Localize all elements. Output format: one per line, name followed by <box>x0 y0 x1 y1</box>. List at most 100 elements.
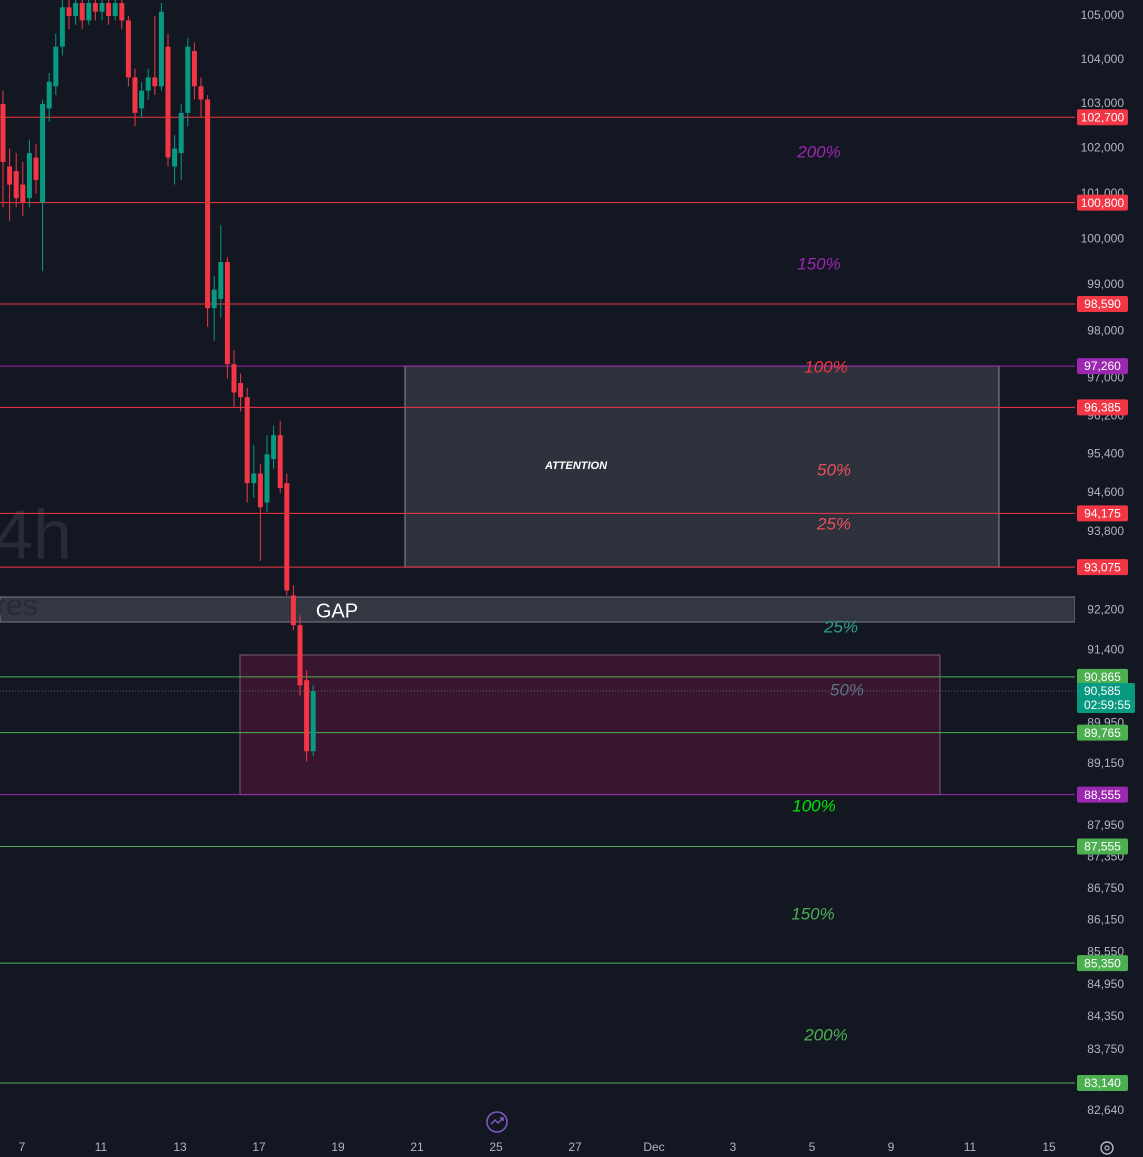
y-tick-label: 99,000 <box>1087 277 1124 291</box>
x-tick-label: 7 <box>19 1140 26 1154</box>
demand-zone <box>239 654 941 796</box>
x-tick-label: 3 <box>730 1140 737 1154</box>
level-label-box <box>1077 109 1128 126</box>
candle-body <box>224 261 230 365</box>
level-label-box <box>1077 668 1128 685</box>
y-tick-label: 102,000 <box>1081 141 1125 155</box>
candle-body <box>297 625 303 686</box>
replay-icon[interactable] <box>486 1111 508 1133</box>
x-tick-label: 13 <box>173 1140 187 1154</box>
candle-body <box>46 81 52 109</box>
candle-body <box>53 46 59 87</box>
price-axis: 105,000104,000103,000102,000101,000100,0… <box>1075 0 1143 1157</box>
level-label: 89,765 <box>1084 726 1121 740</box>
level-label: 98,590 <box>1084 297 1121 311</box>
level-label-box <box>1077 505 1128 522</box>
y-tick-label: 95,400 <box>1087 446 1124 460</box>
level-label-box <box>1077 724 1128 741</box>
candle-body <box>86 3 92 21</box>
level-label-box <box>1077 838 1128 855</box>
level-label: 88,555 <box>1084 788 1121 802</box>
fib-label: 100% <box>792 796 835 815</box>
level-label-box <box>1077 786 1128 803</box>
y-tick-label: 98,000 <box>1087 324 1124 338</box>
y-tick-label: 93,800 <box>1087 524 1124 538</box>
levels <box>0 116 1075 1084</box>
candle-body <box>106 3 112 17</box>
level-label: 97,260 <box>1084 359 1121 373</box>
countdown-label: 02:59:55 <box>1084 698 1131 712</box>
y-tick-label: 91,400 <box>1087 642 1124 656</box>
candle-body <box>191 51 197 87</box>
level-label: 93,075 <box>1084 560 1121 574</box>
watermark: 4h <box>0 495 72 573</box>
candle-body <box>198 86 204 100</box>
candle-body <box>158 11 164 87</box>
candle-body <box>0 103 6 163</box>
level-label-box <box>1077 955 1128 972</box>
fib-label: 50% <box>817 460 851 479</box>
fib-label: 50% <box>830 680 864 699</box>
candle-body <box>257 473 263 508</box>
candle-body <box>277 435 283 488</box>
candle-body <box>13 171 19 199</box>
candle-body <box>7 166 13 185</box>
y-tick-label: 100,000 <box>1081 231 1125 245</box>
y-tick-label: 83,750 <box>1087 1042 1124 1056</box>
level-label: 94,175 <box>1084 507 1121 521</box>
candle-body <box>284 483 290 591</box>
level-label: 87,555 <box>1084 840 1121 854</box>
candle-body <box>125 20 131 78</box>
settings-icon[interactable] <box>1100 1141 1114 1155</box>
x-tick-label: 5 <box>809 1140 816 1154</box>
fib-label: 200% <box>796 142 840 161</box>
current-price-label: 90,585 <box>1084 684 1121 698</box>
candle-body <box>165 46 171 158</box>
candle-body <box>304 680 310 752</box>
y-tick-label: 103,000 <box>1081 96 1125 110</box>
candle-body <box>178 112 184 154</box>
time-axis: 7 11 13 17 19 21 25 27 Dec 3 5 9 11 15 <box>19 1140 1056 1154</box>
candle-body <box>26 153 32 199</box>
x-tick-label: 27 <box>568 1140 582 1154</box>
y-tick-label: 84,350 <box>1087 1009 1124 1023</box>
candle-body <box>271 435 277 460</box>
candle-body <box>99 3 105 12</box>
level-label: 100,800 <box>1081 196 1125 210</box>
x-tick-label: 11 <box>95 1140 108 1154</box>
fib-label: 25% <box>823 617 858 636</box>
attention-zone <box>404 365 1000 568</box>
candle-body <box>112 3 118 17</box>
candle-body <box>251 473 257 484</box>
level-label: 96,385 <box>1084 401 1121 415</box>
level-label: 83,140 <box>1084 1076 1121 1090</box>
x-tick-label: Dec <box>643 1140 664 1154</box>
y-tick-label: 89,150 <box>1087 756 1124 770</box>
candle-body <box>145 77 151 91</box>
x-tick-label: 21 <box>410 1140 424 1154</box>
y-tick-label: 86,150 <box>1087 913 1124 927</box>
candles <box>0 0 316 762</box>
y-tick-label: 94,600 <box>1087 485 1124 499</box>
annotations: 200% 150% 100% 50% 25% 25% 50% 100% 150% 200% ATTE… <box>316 142 864 1044</box>
y-tick-label: 86,750 <box>1087 881 1124 895</box>
candle-body <box>139 90 145 109</box>
x-tick-label: 9 <box>888 1140 895 1154</box>
candle-body <box>211 289 217 309</box>
candle-body <box>185 46 191 113</box>
candle-body <box>218 261 224 299</box>
candle-body <box>66 7 72 17</box>
candle-body <box>40 103 46 203</box>
fib-label: 150% <box>797 254 840 273</box>
level-label: 85,350 <box>1084 956 1121 970</box>
candle-body <box>264 454 270 503</box>
x-tick-label: 17 <box>252 1140 266 1154</box>
x-tick-label: 19 <box>331 1140 345 1154</box>
candle-body <box>231 364 237 393</box>
fib-label: 25% <box>816 514 851 533</box>
y-tick-label: 104,000 <box>1081 52 1125 66</box>
settings-gear <box>1100 1141 1114 1155</box>
level-labels: 102,700 100,800 98,590 97,260 96,385 94,175 93… <box>1077 109 1135 1092</box>
level-label-box <box>1077 1075 1128 1092</box>
